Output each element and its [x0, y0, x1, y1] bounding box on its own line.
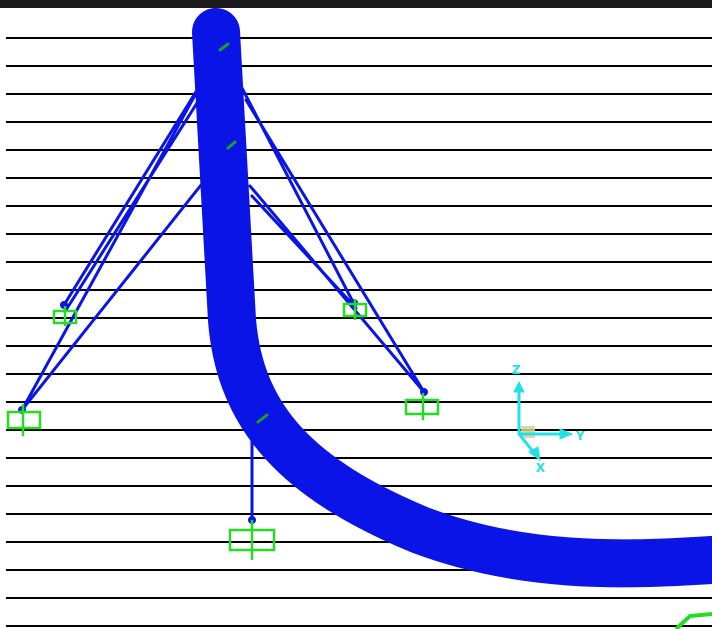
local-axis-mark [218, 42, 230, 52]
support-symbol[interactable] [674, 612, 712, 629]
viewport-top-frame [0, 0, 712, 8]
z-axis-arrowhead [513, 380, 525, 393]
brace-member[interactable] [244, 98, 426, 394]
local-axis-mark [226, 140, 237, 150]
brace-member[interactable] [64, 90, 206, 312]
support-symbol[interactable] [228, 520, 276, 560]
axes-triad: Z Y X [512, 363, 585, 475]
brace-member[interactable] [250, 194, 358, 310]
brace-member[interactable] [20, 178, 207, 412]
brace-member[interactable] [20, 84, 202, 412]
supports[interactable] [6, 299, 712, 629]
support-symbol[interactable] [52, 306, 78, 326]
axes-origin-marker [521, 426, 535, 438]
brace-member[interactable] [62, 80, 204, 307]
x-axis-arrowhead [528, 446, 541, 462]
support-symbol[interactable] [6, 404, 42, 436]
x-axis-label: X [536, 461, 546, 475]
z-axis-label: Z [512, 363, 521, 377]
grid-lines [6, 37, 712, 627]
brace-members[interactable] [20, 80, 426, 522]
support-symbol[interactable] [404, 393, 440, 420]
local-axis-marks [218, 42, 269, 424]
main-curved-member[interactable] [192, 8, 712, 588]
local-axis-mark [256, 413, 269, 424]
y-axis-arrowhead [559, 428, 574, 440]
y-axis-label: Y [575, 429, 585, 443]
support-symbol[interactable] [342, 299, 368, 320]
